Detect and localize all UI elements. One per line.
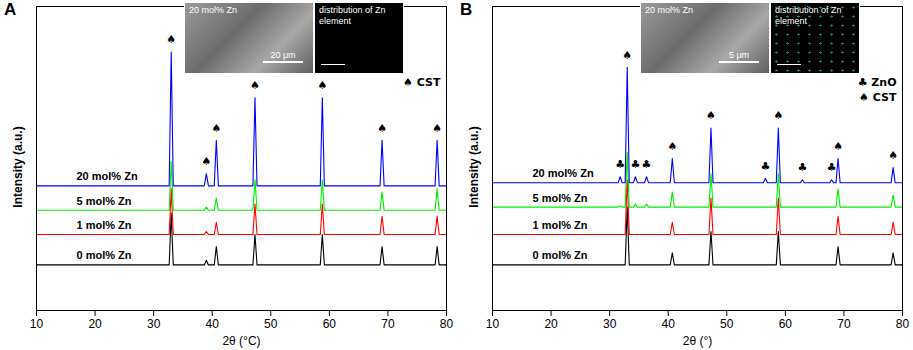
svg-text:♠: ♠ — [667, 140, 677, 153]
html-text:20 mol% Zn: 20 mol% Zn — [189, 5, 237, 15]
svg-text:♠: ♠ — [622, 49, 632, 62]
svg-text:20 mol% Zn: 20 mol% Zn — [77, 170, 138, 182]
svg-text:40: 40 — [206, 317, 220, 331]
svg-text:0 mol% Zn: 0 mol% Zn — [533, 249, 588, 261]
html-text:A: A — [4, 0, 17, 19]
svg-text:♠ CST: ♠ CST — [403, 76, 441, 89]
svg-text:♠: ♠ — [317, 79, 327, 92]
svg-text:20 mol% Zn: 20 mol% Zn — [533, 167, 594, 179]
svg-text:10: 10 — [30, 317, 44, 331]
svg-text:10: 10 — [486, 317, 500, 331]
svg-text:20: 20 — [88, 317, 102, 331]
html-text:20 mol% Zn: 20 mol% Zn — [645, 5, 693, 15]
svg-text:30: 30 — [603, 317, 617, 331]
svg-text:80: 80 — [896, 317, 910, 331]
html-text:Intensity (a.u.): Intensity (a.u.) — [11, 126, 25, 208]
svg-text:♠: ♠ — [201, 155, 211, 168]
svg-text:♠: ♠ — [833, 140, 843, 153]
svg-text:♠: ♠ — [250, 79, 260, 92]
svg-text:1 mol% Zn: 1 mol% Zn — [533, 219, 588, 231]
svg-text:1 mol% Zn: 1 mol% Zn — [77, 219, 132, 231]
svg-text:♣: ♣ — [615, 158, 625, 171]
svg-text:♠ CST: ♠ CST — [859, 91, 897, 104]
html-text:distribution of Zn element: distribution of Zn element — [775, 5, 842, 26]
svg-text:60: 60 — [323, 317, 337, 331]
svg-text:♠: ♠ — [166, 33, 176, 46]
html-text:distribution of Zn element: distribution of Zn element — [319, 5, 386, 26]
svg-text:30: 30 — [147, 317, 161, 331]
html-text:Intensity (a.u.): Intensity (a.u.) — [467, 126, 481, 208]
svg-text:♠: ♠ — [773, 109, 783, 122]
svg-text:2θ (°C): 2θ (°C) — [222, 334, 260, 348]
svg-text:80: 80 — [440, 317, 454, 331]
html-text:5 μm: 5 μm — [728, 50, 750, 60]
svg-text:5 mol% Zn: 5 mol% Zn — [533, 192, 588, 204]
svg-text:♣ ZnO: ♣ ZnO — [858, 76, 897, 89]
svg-text:0 mol% Zn: 0 mol% Zn — [77, 249, 132, 261]
svg-text:♣: ♣ — [827, 161, 837, 174]
svg-text:70: 70 — [837, 317, 851, 331]
svg-text:♠: ♠ — [888, 149, 898, 162]
html-text:B: B — [460, 0, 473, 19]
svg-text:50: 50 — [264, 317, 278, 331]
svg-text:60: 60 — [779, 317, 793, 331]
svg-text:5 mol% Zn: 5 mol% Zn — [77, 195, 132, 207]
svg-text:40: 40 — [662, 317, 676, 331]
svg-text:50: 50 — [720, 317, 734, 331]
svg-text:♣: ♣ — [630, 158, 640, 171]
svg-text:20: 20 — [544, 317, 558, 331]
svg-text:♣: ♣ — [642, 158, 652, 171]
svg-text:2θ (°): 2θ (°) — [683, 334, 712, 348]
svg-text:♠: ♠ — [706, 109, 716, 122]
svg-text:♠: ♠ — [377, 122, 387, 135]
svg-text:♣: ♣ — [797, 161, 807, 174]
svg-text:♠: ♠ — [211, 122, 221, 135]
html-text:20 μm: 20 μm — [270, 50, 296, 60]
svg-text:♠: ♠ — [432, 122, 442, 135]
svg-text:70: 70 — [381, 317, 395, 331]
svg-text:♣: ♣ — [761, 160, 771, 173]
